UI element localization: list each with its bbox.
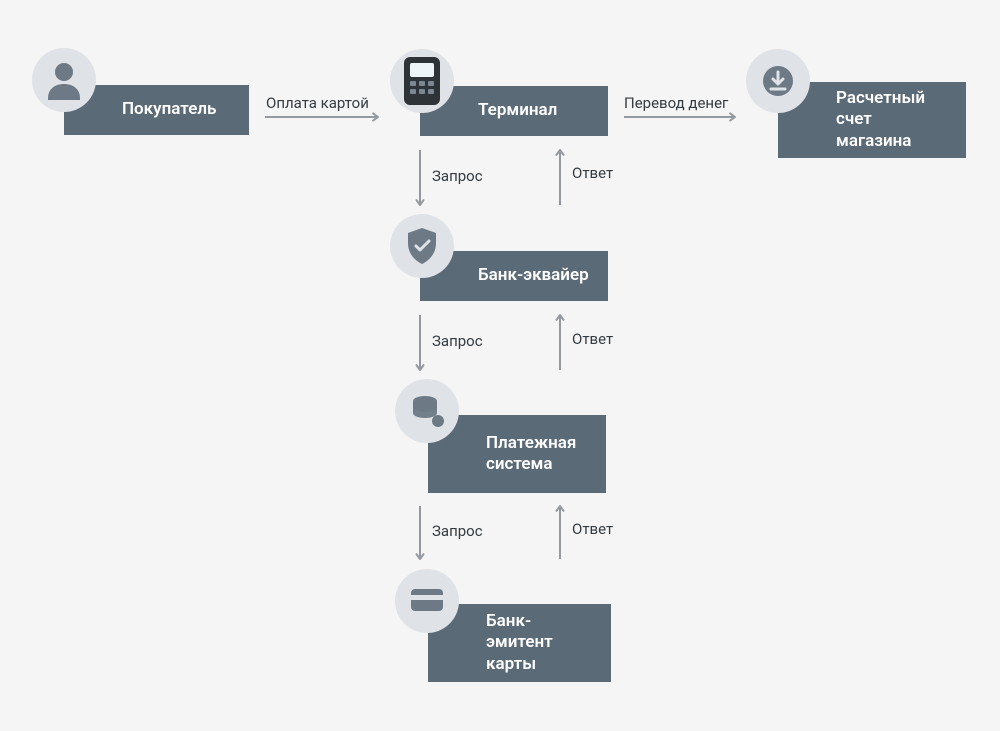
edge-arrow-req_3 — [420, 506, 432, 559]
shield-icon — [390, 214, 454, 278]
edge-label-resp_2: Ответ — [572, 330, 613, 348]
node-label: Покупатель — [122, 99, 216, 120]
node-label: Терминал — [478, 100, 557, 121]
node-label: Банк-эмитент карты — [486, 611, 595, 675]
node-label: Банк-эквайер — [478, 265, 589, 286]
edge-arrow-resp_2 — [560, 315, 572, 370]
edge-arrow-req_2 — [420, 315, 432, 370]
edge-arrow-req_1 — [420, 150, 432, 205]
diagram-canvas: Покупатель Терминал Расчетный счет магаз… — [0, 0, 1000, 731]
edge-arrow-pay_by_card — [265, 117, 378, 129]
edge-arrow-resp_1 — [560, 150, 572, 205]
edge-label-transfer_money: Перевод денег — [624, 94, 728, 112]
card-icon — [395, 569, 459, 633]
edge-label-resp_3: Ответ — [572, 520, 613, 538]
edge-arrow-transfer_money — [624, 117, 735, 129]
node-label: Расчетный счет магазина — [836, 88, 950, 152]
download-icon — [746, 49, 810, 113]
edge-label-pay_by_card: Оплата картой — [266, 94, 369, 112]
edge-label-req_2: Запрос — [432, 332, 483, 350]
edge-label-req_3: Запрос — [432, 522, 483, 540]
user-icon — [32, 48, 96, 112]
edge-arrow-resp_3 — [560, 506, 572, 559]
edge-label-resp_1: Ответ — [572, 164, 613, 182]
coins-icon — [395, 379, 459, 443]
node-label: Платежная система — [486, 433, 590, 476]
edge-label-req_1: Запрос — [432, 167, 483, 185]
terminal-icon — [390, 49, 454, 113]
